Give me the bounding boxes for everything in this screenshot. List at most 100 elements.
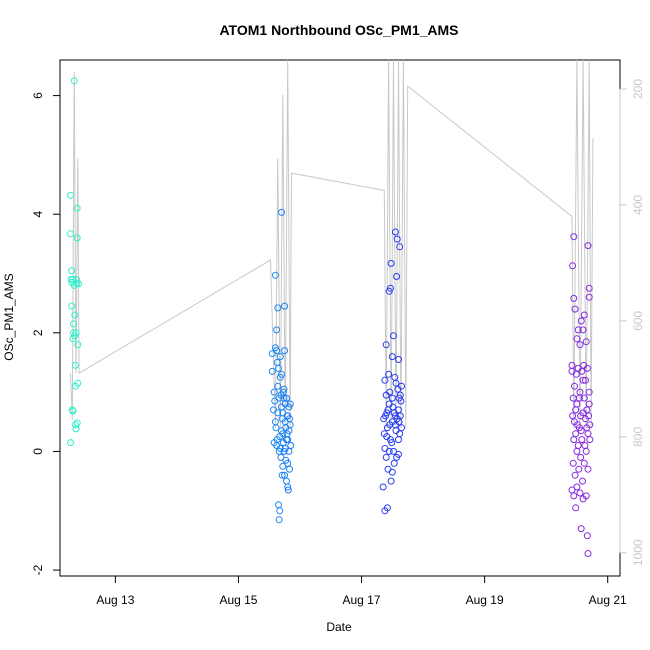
- data-point: [70, 77, 78, 85]
- data-point: [585, 388, 593, 396]
- data-point: [68, 406, 76, 414]
- data-point: [582, 447, 590, 455]
- data-point: [574, 442, 582, 449]
- data-point: [268, 367, 276, 375]
- data-point: [579, 409, 587, 417]
- data-point: [576, 341, 584, 349]
- y2-tick-label: 800: [631, 427, 645, 447]
- data-point: [395, 436, 402, 444]
- y2-tick-label: 400: [631, 195, 645, 215]
- data-point: [391, 373, 399, 381]
- data-point: [73, 234, 81, 242]
- data-point: [275, 501, 282, 509]
- data-point: [584, 550, 592, 557]
- data-point: [67, 275, 75, 283]
- data-point: [278, 471, 286, 479]
- data-point: [287, 442, 295, 449]
- data-point: [71, 382, 79, 390]
- data-point: [71, 421, 79, 429]
- data-point: [283, 477, 290, 485]
- data-point: [275, 516, 283, 524]
- data-point: [575, 465, 583, 473]
- data-point: [582, 376, 589, 384]
- data-point: [383, 504, 391, 512]
- data-point: [577, 453, 585, 461]
- data-point: [579, 376, 587, 384]
- data-point: [584, 242, 592, 250]
- data-point: [583, 532, 591, 540]
- data-point: [388, 468, 396, 476]
- data-points-layer: [67, 77, 594, 557]
- data-point: [580, 459, 588, 467]
- y-tick-label: 2: [31, 329, 45, 336]
- data-point: [573, 483, 581, 491]
- data-point: [578, 436, 586, 444]
- x-tick-label: Aug 13: [96, 593, 134, 607]
- data-point: [398, 424, 405, 432]
- data-point: [278, 370, 285, 378]
- data-point: [393, 235, 401, 243]
- data-point: [395, 356, 402, 363]
- data-point: [284, 486, 292, 494]
- data-point: [382, 341, 390, 349]
- x-tick-label: Aug 19: [466, 593, 504, 607]
- data-point: [569, 262, 577, 270]
- y-tick-label: -2: [31, 564, 45, 575]
- data-point: [379, 483, 387, 491]
- data-point: [274, 304, 282, 312]
- data-point: [284, 412, 292, 420]
- data-point: [281, 347, 289, 355]
- data-point: [279, 462, 287, 470]
- data-point: [392, 379, 400, 387]
- plot-area-border: [59, 59, 621, 577]
- data-point: [388, 394, 396, 402]
- secondary-series-line: [70, 59, 594, 429]
- data-point: [395, 450, 402, 458]
- x-tick-label: Aug 17: [343, 593, 381, 607]
- data-point: [69, 335, 77, 343]
- data-point: [582, 492, 590, 500]
- data-point: [575, 394, 583, 402]
- data-point: [387, 477, 395, 485]
- data-point: [283, 394, 290, 402]
- data-point: [273, 326, 281, 334]
- data-point: [280, 385, 288, 393]
- data-point: [384, 406, 392, 414]
- data-point: [282, 456, 290, 464]
- data-point: [396, 391, 404, 399]
- data-point: [276, 445, 284, 452]
- x-axis-label: Date: [326, 620, 352, 634]
- data-point: [67, 439, 74, 447]
- data-point: [390, 459, 398, 467]
- data-point: [71, 361, 79, 369]
- data-point: [281, 445, 289, 452]
- data-point: [571, 471, 579, 479]
- data-point: [570, 436, 578, 444]
- data-point: [571, 305, 579, 313]
- data-point: [570, 492, 578, 500]
- data-point: [583, 364, 591, 372]
- data-point: [268, 350, 276, 358]
- data-point: [68, 302, 76, 310]
- data-point: [73, 419, 81, 427]
- data-point: [395, 418, 403, 426]
- data-point: [580, 394, 588, 402]
- data-point: [382, 453, 390, 461]
- data-point: [72, 425, 80, 433]
- data-point: [572, 430, 580, 438]
- data-point: [272, 424, 280, 432]
- data-point: [274, 382, 282, 390]
- chart-title: ATOM1 Northbound OSc_PM1_AMS: [219, 22, 458, 38]
- data-point: [584, 465, 592, 473]
- data-point: [276, 353, 284, 361]
- data-point: [570, 233, 578, 241]
- data-point: [581, 442, 589, 449]
- data-point: [385, 447, 393, 455]
- data-point: [73, 280, 81, 288]
- data-point: [391, 228, 399, 236]
- data-point: [382, 412, 389, 420]
- data-point: [390, 332, 397, 340]
- data-point: [286, 465, 293, 473]
- data-point: [385, 370, 393, 378]
